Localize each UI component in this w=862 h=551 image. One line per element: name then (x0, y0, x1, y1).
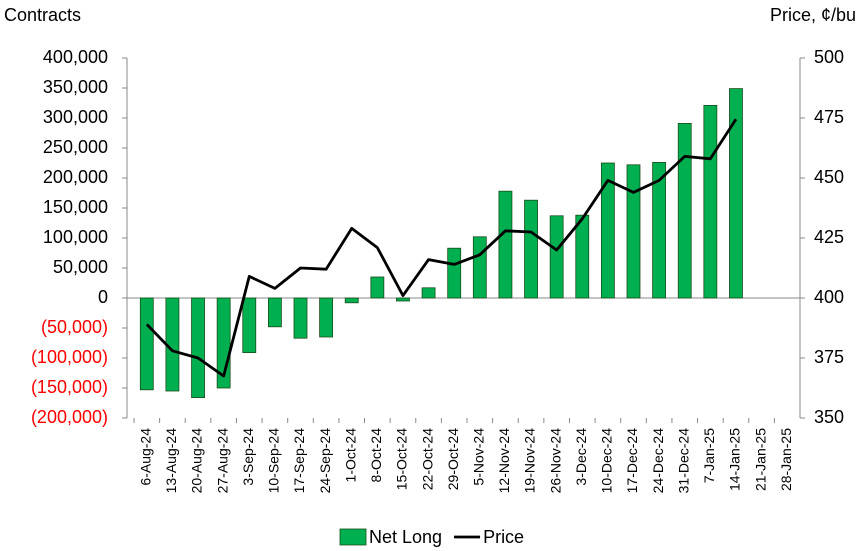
x-tick-label: 27-Aug-24 (214, 428, 230, 494)
y2-tick-label: 425 (814, 227, 844, 247)
x-tick-label: 19-Nov-24 (522, 428, 538, 494)
y2-tick-label: 400 (814, 287, 844, 307)
y-tick-label: 300,000 (43, 107, 108, 127)
bar (472, 236, 487, 299)
legend-label: Price (483, 527, 524, 547)
legend-label: Net Long (369, 527, 442, 547)
x-tick-label: 6-Aug-24 (138, 428, 154, 486)
bar (267, 297, 282, 328)
y-tick-label: 200,000 (43, 167, 108, 187)
y-tick-label: (100,000) (31, 347, 108, 367)
x-tick-label: 1-Oct-24 (342, 428, 358, 483)
y2-axis-title: Price, ¢/bu (770, 5, 856, 25)
x-tick-label: 24-Sep-24 (317, 428, 333, 494)
x-tick-label: 7-Jan-25 (701, 428, 717, 483)
bar (242, 297, 257, 353)
bar (293, 297, 308, 339)
y-tick-label: 100,000 (43, 227, 108, 247)
x-tick-label: 17-Sep-24 (291, 428, 307, 494)
y2-tick-label: 350 (814, 407, 844, 427)
bar (677, 123, 692, 299)
bar (524, 199, 538, 299)
bar (319, 297, 334, 338)
bar (652, 161, 667, 299)
x-tick-label: 21-Jan-25 (752, 428, 768, 491)
x-tick-label: 3-Dec-24 (573, 428, 589, 486)
x-tick-label: 10-Dec-24 (599, 428, 615, 494)
bar (396, 297, 410, 302)
y2-tick-label: 450 (814, 167, 844, 187)
x-tick-label: 12-Nov-24 (496, 428, 512, 494)
bar (626, 164, 641, 299)
y-tick-label: 350,000 (43, 77, 108, 97)
bar (575, 214, 590, 299)
y-tick-label: 150,000 (43, 197, 108, 217)
x-tick-label: 17-Dec-24 (624, 428, 640, 494)
x-tick-label: 29-Oct-24 (445, 428, 461, 490)
price-line (145, 118, 738, 378)
x-tick-label: 8-Oct-24 (368, 428, 384, 483)
x-tick-label: 20-Aug-24 (189, 428, 205, 494)
bar (191, 297, 205, 398)
x-tick-label: 24-Dec-24 (650, 428, 666, 494)
x-tick-label: 10-Sep-24 (266, 428, 282, 494)
bar (139, 297, 154, 391)
bar (600, 162, 615, 299)
legend-swatch (339, 528, 367, 546)
x-tick-label: 14-Jan-25 (727, 428, 743, 491)
x-tick-label: 22-Oct-24 (419, 428, 435, 490)
x-tick-label: 3-Sep-24 (240, 428, 256, 486)
y-tick-label: 400,000 (43, 47, 108, 67)
bar (421, 287, 436, 299)
y2-tick-label: 475 (814, 107, 844, 127)
y-tick-label: (50,000) (41, 317, 108, 337)
y-tick-label: (200,000) (31, 407, 108, 427)
bar (703, 105, 718, 299)
x-tick-label: 28-Jan-25 (778, 428, 794, 491)
x-tick-label: 26-Nov-24 (547, 428, 563, 494)
x-tick-label: 5-Nov-24 (471, 428, 487, 486)
y-tick-label: 250,000 (43, 137, 108, 157)
y-tick-label: 50,000 (53, 257, 108, 277)
bar (344, 297, 359, 304)
y2-tick-label: 375 (814, 347, 844, 367)
bar (498, 190, 513, 299)
y-tick-label: (150,000) (31, 377, 108, 397)
y2-tick-label: 500 (814, 47, 844, 67)
bar (370, 276, 385, 299)
y-tick-label: 0 (98, 287, 108, 307)
bar (549, 215, 564, 299)
bar (447, 247, 462, 299)
bar (729, 88, 743, 299)
x-tick-label: 31-Dec-24 (675, 428, 691, 494)
x-tick-label: 13-Aug-24 (163, 428, 179, 494)
y-axis-title: Contracts (4, 5, 81, 25)
x-tick-label: 15-Oct-24 (394, 428, 410, 490)
